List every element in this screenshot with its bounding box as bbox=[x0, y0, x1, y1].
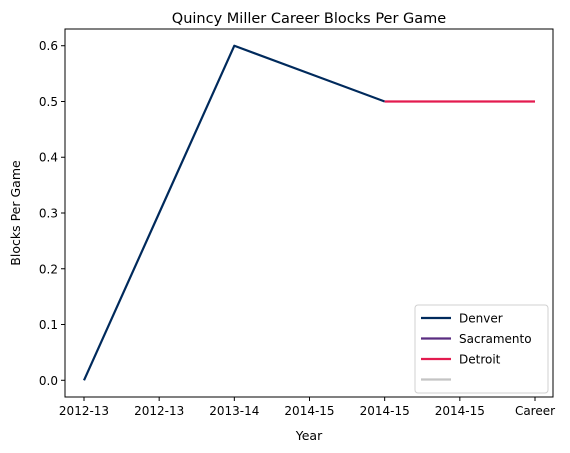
legend-label: Detroit bbox=[459, 353, 501, 367]
series-lines bbox=[82, 44, 535, 381]
y-tick-label: 0.3 bbox=[39, 207, 58, 221]
x-tick-label: 2012-13 bbox=[134, 404, 184, 418]
legend-label: Sacramento bbox=[459, 332, 532, 346]
y-tick-label: 0.5 bbox=[39, 95, 58, 109]
series-line-0 bbox=[82, 44, 386, 381]
legend: Denver Sacramento Detroit bbox=[414, 304, 549, 394]
y-axis-label: Blocks Per Game bbox=[8, 160, 23, 266]
x-tick-label: 2013-14 bbox=[209, 404, 259, 418]
legend-label: Denver bbox=[459, 312, 503, 326]
y-tick-label: 0.4 bbox=[39, 151, 58, 165]
y-tick-label: 0.6 bbox=[39, 39, 58, 53]
legend-box bbox=[414, 304, 549, 394]
x-tick-label: 2012-13 bbox=[59, 404, 109, 418]
y-tick-label: 0.1 bbox=[39, 318, 58, 332]
y-tick-label: 0.2 bbox=[39, 262, 58, 276]
x-tick-label: 2014-15 bbox=[284, 404, 334, 418]
x-axis: 2012-13 2012-13 2013-14 2014-15 2014-15 2014-… bbox=[59, 397, 555, 418]
x-tick-label: 2014-15 bbox=[435, 404, 485, 418]
y-axis: 0.0 0.1 0.2 0.3 0.4 0.5 0.6 bbox=[39, 39, 65, 388]
x-tick-label: 2014-15 bbox=[360, 404, 410, 418]
x-tick-label: Career bbox=[515, 404, 555, 418]
y-tick-label: 0.0 bbox=[39, 374, 58, 388]
chart-title: Quincy Miller Career Blocks Per Game bbox=[172, 11, 446, 27]
x-axis-label: Year bbox=[295, 428, 323, 443]
